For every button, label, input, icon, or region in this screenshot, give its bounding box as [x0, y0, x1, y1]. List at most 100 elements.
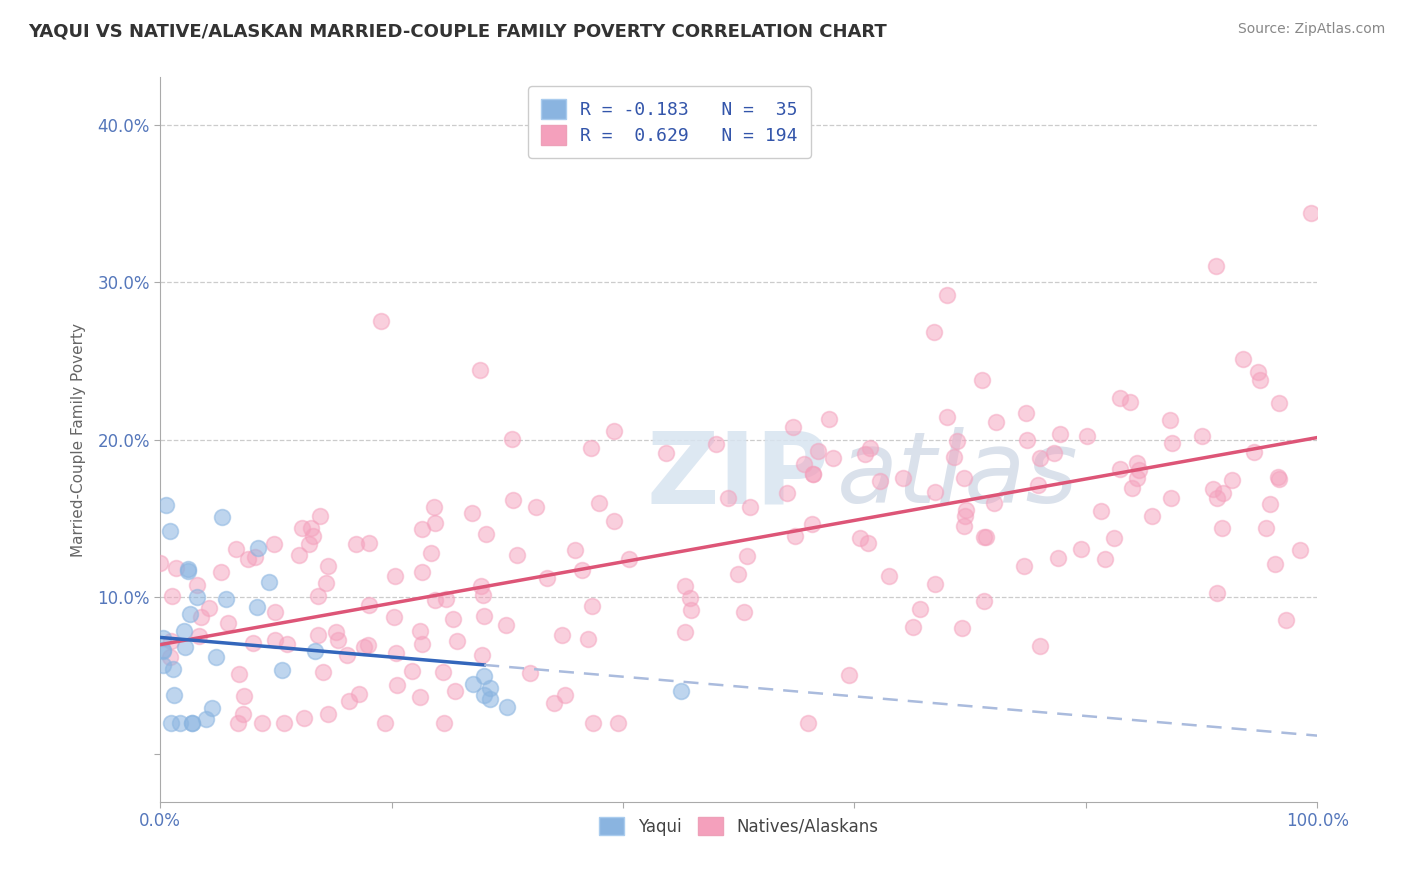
Point — [195, 712, 218, 726]
Point — [301, 521, 323, 535]
Point — [1289, 542, 1312, 557]
Point — [411, 522, 433, 536]
Point — [1102, 531, 1125, 545]
Point — [1126, 470, 1149, 484]
Point — [316, 707, 339, 722]
Text: ZIP: ZIP — [647, 427, 830, 524]
Point — [619, 552, 641, 566]
Point — [1267, 471, 1289, 485]
Point — [943, 450, 966, 464]
Point — [461, 506, 484, 520]
Point — [679, 591, 702, 605]
Point — [578, 632, 600, 647]
Point — [370, 314, 392, 328]
Point — [242, 636, 264, 650]
Point — [673, 579, 696, 593]
Point — [472, 668, 495, 682]
Point — [173, 640, 195, 654]
Point — [298, 537, 321, 551]
Point — [901, 620, 924, 634]
Point — [159, 524, 181, 538]
Point — [211, 509, 233, 524]
Point — [347, 687, 370, 701]
Point — [309, 508, 332, 523]
Point — [197, 601, 219, 615]
Point — [149, 556, 172, 570]
Point — [818, 412, 841, 426]
Point — [152, 642, 174, 657]
Point — [973, 531, 995, 545]
Legend: Yaqui, Natives/Alaskans: Yaqui, Natives/Alaskans — [591, 809, 887, 844]
Point — [679, 603, 702, 617]
Point — [1268, 395, 1291, 409]
Point — [159, 649, 181, 664]
Point — [1212, 486, 1234, 500]
Point — [382, 610, 405, 624]
Point — [325, 624, 347, 639]
Point — [776, 486, 799, 500]
Point — [357, 536, 380, 550]
Point — [1012, 558, 1035, 573]
Point — [1211, 521, 1233, 535]
Point — [859, 441, 882, 455]
Point — [782, 419, 804, 434]
Point — [1049, 426, 1071, 441]
Point — [425, 592, 447, 607]
Point — [955, 503, 977, 517]
Point — [673, 624, 696, 639]
Point — [152, 644, 174, 658]
Point — [252, 715, 274, 730]
Point — [385, 677, 408, 691]
Point — [603, 514, 626, 528]
Point — [1206, 585, 1229, 599]
Point — [821, 451, 844, 466]
Point — [441, 611, 464, 625]
Point — [908, 602, 931, 616]
Point — [201, 701, 224, 715]
Point — [1121, 481, 1143, 495]
Point — [181, 715, 204, 730]
Point — [807, 443, 830, 458]
Point — [1094, 552, 1116, 566]
Point — [1126, 456, 1149, 470]
Point — [1247, 365, 1270, 379]
Point — [326, 633, 349, 648]
Point — [1017, 433, 1039, 447]
Point — [543, 696, 565, 710]
Point — [292, 711, 315, 725]
Point — [1232, 351, 1254, 366]
Point — [411, 637, 433, 651]
Point — [950, 621, 973, 635]
Point — [162, 662, 184, 676]
Point — [246, 600, 269, 615]
Point — [606, 715, 628, 730]
Point — [1243, 445, 1265, 459]
Point — [738, 500, 761, 514]
Point — [273, 715, 295, 730]
Point — [1249, 373, 1271, 387]
Point — [243, 549, 266, 564]
Point — [801, 517, 824, 532]
Point — [733, 605, 755, 619]
Point — [984, 415, 1007, 429]
Point — [228, 667, 250, 681]
Point — [160, 715, 183, 730]
Point — [564, 542, 586, 557]
Point — [225, 542, 247, 557]
Point — [257, 575, 280, 590]
Point — [571, 564, 593, 578]
Point — [1028, 450, 1050, 465]
Point — [924, 485, 946, 500]
Point — [384, 569, 406, 583]
Point — [976, 530, 998, 544]
Point — [983, 496, 1005, 510]
Point — [970, 373, 993, 387]
Point — [152, 657, 174, 672]
Point — [443, 684, 465, 698]
Point — [1267, 470, 1289, 484]
Point — [869, 474, 891, 488]
Point — [953, 471, 976, 485]
Point — [848, 531, 870, 545]
Point — [263, 537, 285, 551]
Point — [1026, 478, 1049, 492]
